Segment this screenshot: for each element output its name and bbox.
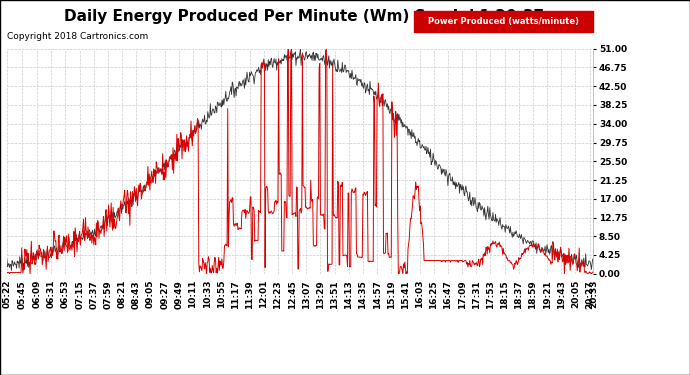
Text: Copyright 2018 Cartronics.com: Copyright 2018 Cartronics.com <box>7 32 148 41</box>
Text: Daily Energy Produced Per Minute (Wm) Sun Jul 1 20:37: Daily Energy Produced Per Minute (Wm) Su… <box>63 9 544 24</box>
Text: Power Produced (watts/minute): Power Produced (watts/minute) <box>428 17 579 26</box>
